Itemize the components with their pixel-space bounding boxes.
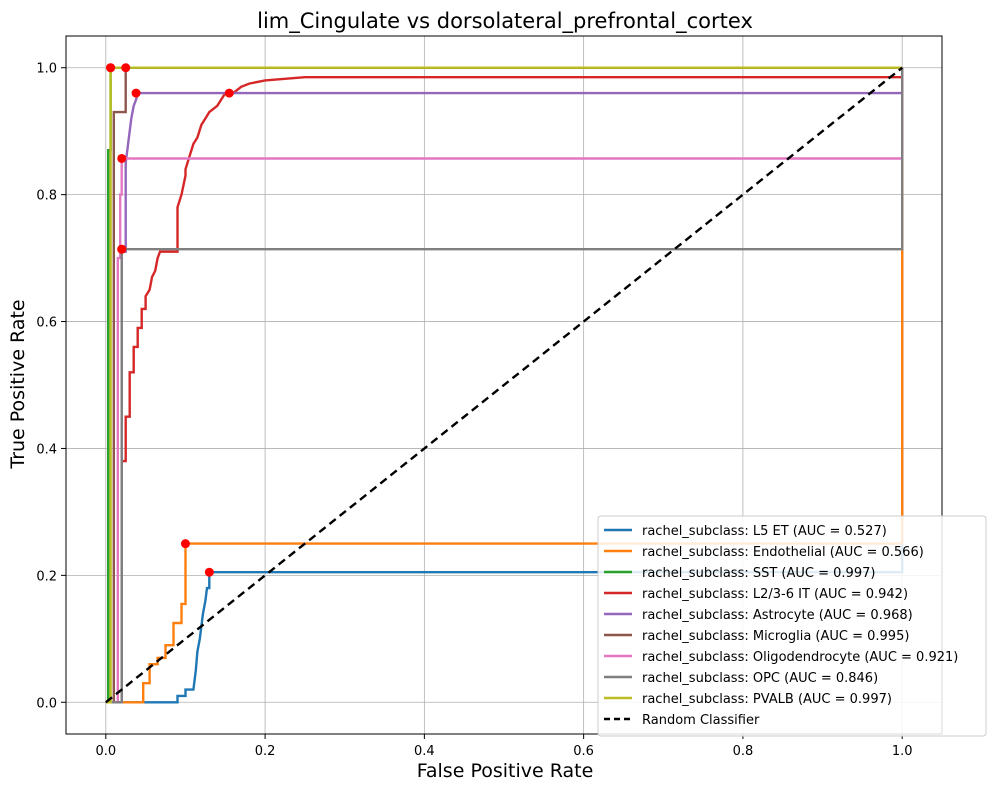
legend-box bbox=[597, 515, 987, 737]
roc-curve bbox=[105, 66, 903, 704]
y-axis-label: True Positive Rate bbox=[7, 299, 29, 469]
optimal-threshold-point bbox=[121, 63, 131, 73]
legend-entry: rachel_subclass: OPC (AUC = 0.846) bbox=[642, 671, 878, 686]
y-tick-label: 0.8 bbox=[36, 189, 57, 204]
roc-curve bbox=[105, 67, 904, 704]
legend-entry: rachel_subclass: Microglia (AUC = 0.995) bbox=[642, 629, 909, 644]
y-tick-label: 0.0 bbox=[36, 696, 57, 711]
roc-curve bbox=[105, 66, 903, 704]
optimal-threshold-point bbox=[117, 153, 127, 163]
legend-entry: rachel_subclass: PVALB (AUC = 0.997) bbox=[642, 692, 892, 707]
plot-area bbox=[105, 63, 904, 704]
x-tick-label: 0.6 bbox=[573, 744, 594, 759]
legend-entry: rachel_subclass: Endothelial (AUC = 0.56… bbox=[642, 545, 924, 560]
y-tick-label: 1.0 bbox=[36, 62, 57, 77]
optimal-threshold-point bbox=[106, 63, 116, 73]
legend-entry: rachel_subclass: L2/3-6 IT (AUC = 0.942) bbox=[642, 587, 908, 602]
x-tick-label: 0.2 bbox=[255, 744, 276, 759]
optimal-threshold-point bbox=[131, 88, 141, 98]
roc-curve bbox=[105, 67, 904, 704]
legend-entry: rachel_subclass: L5 ET (AUC = 0.527) bbox=[642, 524, 887, 539]
x-tick-label: 1.0 bbox=[892, 744, 913, 759]
y-tick-label: 0.4 bbox=[36, 442, 57, 457]
chart-title: lim_Cingulate vs dorsolateral_prefrontal… bbox=[257, 9, 753, 34]
legend-entry: rachel_subclass: Oligodendrocyte (AUC = … bbox=[642, 650, 958, 665]
y-tick-label: 0.6 bbox=[36, 316, 57, 331]
y-tick-label: 0.2 bbox=[36, 569, 57, 584]
legend-entry: rachel_subclass: SST (AUC = 0.997) bbox=[642, 566, 875, 581]
axes-frame bbox=[65, 35, 943, 735]
legend: rachel_subclass: L5 ET (AUC = 0.527) rach… bbox=[597, 515, 987, 737]
x-axis-label: False Positive Rate bbox=[417, 760, 594, 782]
x-tick-label: 0.8 bbox=[733, 744, 754, 759]
optimal-threshold-point bbox=[117, 244, 127, 254]
legend-entry: Random Classifier bbox=[642, 713, 760, 728]
x-tick-label: 0.0 bbox=[95, 744, 116, 759]
optimal-threshold-point bbox=[180, 539, 190, 549]
optimal-threshold-point bbox=[224, 88, 234, 98]
legend-entry: rachel_subclass: Astrocyte (AUC = 0.968) bbox=[642, 608, 913, 623]
optimal-threshold-point bbox=[204, 567, 214, 577]
x-tick-label: 0.4 bbox=[414, 744, 435, 759]
